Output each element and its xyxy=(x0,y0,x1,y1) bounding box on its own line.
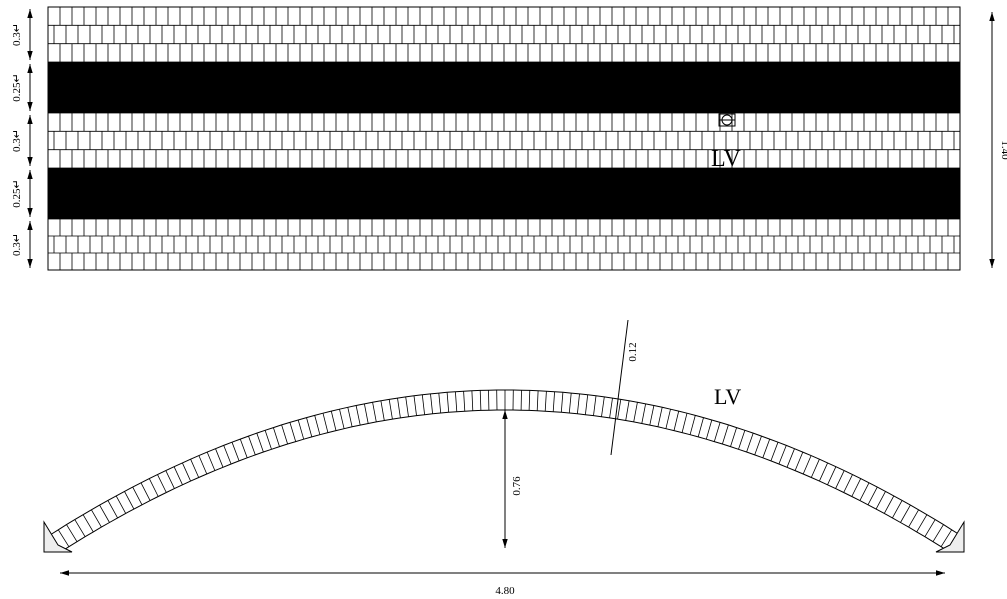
width-label: 1.40 xyxy=(999,140,1007,160)
support xyxy=(935,520,965,553)
plan-view xyxy=(47,6,961,271)
thickness-label: 0.12 xyxy=(627,342,639,361)
dimension-label: 0.3↵ xyxy=(11,129,23,152)
dimension-line xyxy=(610,319,629,456)
brick-pattern xyxy=(47,6,960,271)
dimension-label: 0.3↵ xyxy=(11,233,23,256)
section-label: LV xyxy=(714,384,741,409)
band xyxy=(48,62,960,113)
dimension-label: 0.25↵ xyxy=(11,73,23,101)
rise-label: 0.76 xyxy=(511,476,523,496)
plan-outline xyxy=(47,6,961,271)
section-view xyxy=(43,389,965,553)
plan-label: LV xyxy=(711,146,741,172)
dimension-label: 0.25↵ xyxy=(11,179,23,207)
dimension-label: 0.3↵ xyxy=(11,23,23,46)
band xyxy=(48,168,960,219)
support xyxy=(43,520,73,553)
span-label: 4.80 xyxy=(495,585,515,597)
